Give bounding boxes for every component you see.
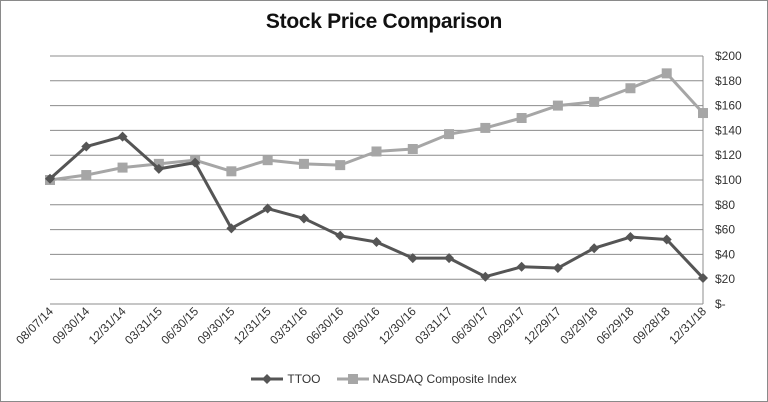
data-point[interactable]: [298, 213, 309, 224]
y-tick-label: $160: [715, 99, 742, 113]
data-point[interactable]: [298, 158, 309, 169]
data-point[interactable]: [625, 83, 636, 94]
legend: TTOO NASDAQ Composite Index: [0, 372, 768, 386]
x-tick-label: 09/28/18: [630, 304, 673, 347]
data-point[interactable]: [262, 155, 273, 166]
data-point[interactable]: [516, 261, 527, 272]
data-point[interactable]: [444, 129, 455, 140]
data-point[interactable]: [480, 122, 491, 133]
data-point[interactable]: [698, 272, 708, 283]
data-point[interactable]: [335, 160, 346, 171]
y-tick-label: $200: [715, 49, 742, 63]
x-axis-ticks: 08/07/1409/30/1412/31/1403/31/1506/30/15…: [13, 304, 709, 347]
data-point[interactable]: [407, 253, 418, 264]
data-point[interactable]: [45, 173, 55, 184]
x-tick-label: 12/31/18: [666, 304, 709, 347]
data-point[interactable]: [190, 157, 201, 168]
legend-label: TTOO: [287, 372, 321, 386]
data-point[interactable]: [81, 170, 92, 181]
x-tick-label: 12/30/16: [376, 304, 419, 347]
data-point[interactable]: [226, 166, 237, 177]
data-point[interactable]: [117, 131, 128, 142]
x-tick-label: 08/07/14: [13, 304, 56, 347]
data-point[interactable]: [153, 163, 164, 174]
data-point[interactable]: [661, 234, 672, 245]
data-point[interactable]: [371, 237, 382, 247]
series-nasdaq: [45, 68, 708, 185]
x-tick-label: 09/30/16: [340, 304, 383, 347]
square-marker-icon: [336, 374, 369, 384]
y-tick-label: $-: [715, 297, 726, 311]
data-point[interactable]: [81, 141, 92, 152]
x-tick-label: 12/31/14: [86, 304, 129, 347]
data-point[interactable]: [371, 146, 382, 157]
x-tick-label: 09/30/14: [49, 304, 92, 347]
y-tick-label: $120: [715, 148, 742, 162]
y-tick-label: $60: [715, 223, 735, 237]
x-tick-label: 03/31/16: [267, 304, 310, 347]
y-tick-label: $140: [715, 123, 742, 137]
chart-title: Stock Price Comparison: [265, 10, 503, 33]
y-tick-label: $100: [715, 173, 742, 187]
data-point[interactable]: [516, 113, 527, 123]
x-tick-label: 03/31/17: [412, 304, 455, 347]
x-tick-label: 09/29/17: [485, 304, 528, 347]
x-tick-label: 03/29/18: [557, 304, 600, 347]
data-point[interactable]: [698, 108, 708, 119]
data-point[interactable]: [117, 162, 128, 173]
y-tick-label: $40: [715, 247, 735, 261]
series-line: [49, 135, 705, 279]
x-tick-label: 03/31/15: [122, 304, 165, 347]
data-point[interactable]: [552, 100, 563, 111]
y-tick-label: $20: [715, 272, 735, 286]
data-point[interactable]: [552, 263, 563, 274]
x-tick-label: 12/29/17: [521, 304, 564, 347]
legend-item-ttoo[interactable]: TTOO: [251, 372, 321, 386]
y-tick-label: $180: [715, 74, 742, 88]
gridlines: [50, 55, 704, 305]
data-point[interactable]: [444, 253, 455, 264]
x-tick-label: 06/30/15: [158, 304, 201, 347]
diamond-marker-icon: [251, 374, 284, 384]
data-point[interactable]: [589, 243, 600, 254]
x-tick-label: 12/31/15: [231, 304, 274, 347]
y-axis-ticks: $- $20 $40 $60 $80 $100 $120 $140 $160 $180 $200: [715, 49, 742, 311]
data-point[interactable]: [226, 223, 237, 234]
data-point[interactable]: [589, 96, 600, 107]
data-point[interactable]: [661, 68, 672, 79]
legend-item-nasdaq[interactable]: NASDAQ Composite Index: [336, 372, 517, 386]
data-point[interactable]: [407, 144, 418, 154]
data-point[interactable]: [625, 232, 636, 243]
legend-label: NASDAQ Composite Index: [372, 372, 517, 386]
series-group: [45, 68, 708, 283]
y-tick-label: $80: [715, 198, 735, 212]
x-tick-label: 06/29/18: [594, 304, 637, 347]
data-point[interactable]: [480, 271, 491, 282]
series-line: [49, 71, 705, 182]
x-tick-label: 09/30/15: [195, 304, 238, 347]
x-tick-label: 06/30/16: [303, 304, 346, 347]
data-point[interactable]: [262, 203, 273, 214]
x-tick-label: 06/30/17: [449, 304, 492, 347]
data-point[interactable]: [335, 230, 346, 241]
series-ttoo: [45, 131, 708, 283]
